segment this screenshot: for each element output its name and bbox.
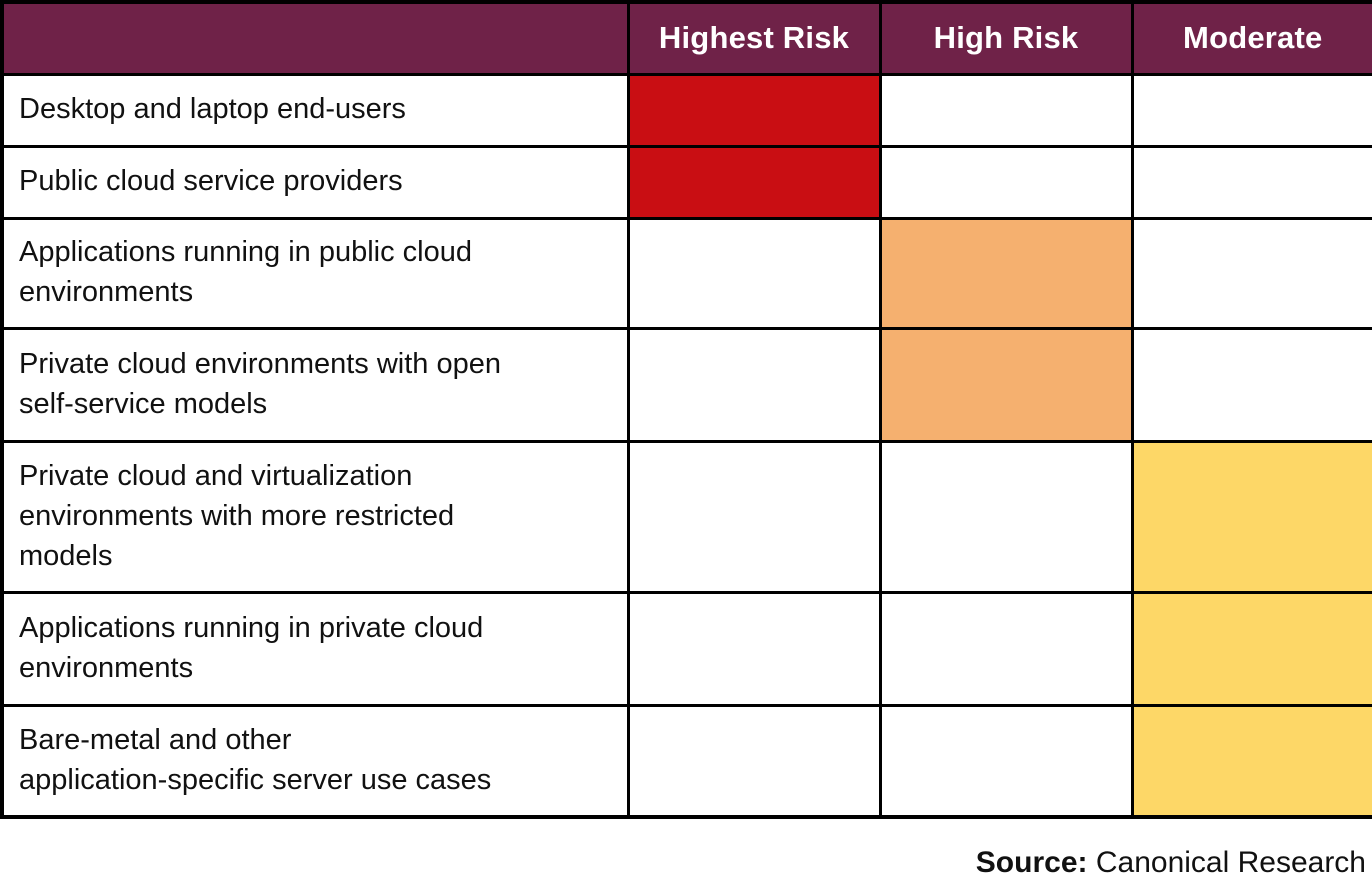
risk-cell-highest bbox=[626, 703, 882, 819]
risk-cell-highest bbox=[626, 72, 882, 148]
risk-cell-moderate bbox=[1130, 439, 1372, 594]
risk-cell-moderate bbox=[1130, 216, 1372, 330]
risk-cell-high bbox=[878, 72, 1134, 148]
risk-cell-high bbox=[878, 439, 1134, 594]
risk-cell-moderate bbox=[1130, 144, 1372, 220]
row-label: Applications running in private cloud en… bbox=[0, 590, 630, 707]
risk-cell-high bbox=[878, 590, 1134, 707]
row-label: Private cloud environments with open sel… bbox=[0, 326, 630, 443]
header-row: Highest Risk High Risk Moderate bbox=[0, 0, 1372, 76]
table-row: Applications running in private cloud en… bbox=[0, 590, 1372, 707]
table-row: Private cloud environments with open sel… bbox=[0, 326, 1372, 443]
row-label: Private cloud and virtualization environ… bbox=[0, 439, 630, 594]
table-row: Public cloud service providers bbox=[0, 144, 1372, 220]
row-label: Bare-metal and other application-specifi… bbox=[0, 703, 630, 819]
risk-matrix-table: Highest Risk High Risk Moderate Desktop … bbox=[0, 0, 1372, 819]
risk-cell-moderate bbox=[1130, 72, 1372, 148]
risk-cell-highest bbox=[626, 216, 882, 330]
row-label: Public cloud service providers bbox=[0, 144, 630, 220]
risk-cell-highest bbox=[626, 439, 882, 594]
table-row: Bare-metal and other application-specifi… bbox=[0, 703, 1372, 819]
header-high-risk: High Risk bbox=[878, 0, 1134, 76]
row-label: Desktop and laptop end-users bbox=[0, 72, 630, 148]
risk-cell-highest bbox=[626, 326, 882, 443]
risk-cell-high bbox=[878, 703, 1134, 819]
risk-cell-highest bbox=[626, 590, 882, 707]
risk-cell-high bbox=[878, 144, 1134, 220]
table-row: Desktop and laptop end-users bbox=[0, 72, 1372, 148]
source-note: Source: Canonical Research bbox=[976, 846, 1366, 880]
risk-cell-high bbox=[878, 216, 1134, 330]
table-row: Private cloud and virtualization environ… bbox=[0, 439, 1372, 594]
header-highest-risk: Highest Risk bbox=[626, 0, 882, 76]
risk-cell-highest bbox=[626, 144, 882, 220]
risk-cell-high bbox=[878, 326, 1134, 443]
header-empty-cell bbox=[0, 0, 630, 76]
risk-cell-moderate bbox=[1130, 703, 1372, 819]
header-moderate: Moderate bbox=[1130, 0, 1372, 76]
table-row: Applications running in public cloud env… bbox=[0, 216, 1372, 330]
risk-cell-moderate bbox=[1130, 326, 1372, 443]
row-label: Applications running in public cloud env… bbox=[0, 216, 630, 330]
source-label: Source: bbox=[975, 846, 1088, 879]
source-text: Canonical Research bbox=[1095, 846, 1366, 879]
risk-cell-moderate bbox=[1130, 590, 1372, 707]
